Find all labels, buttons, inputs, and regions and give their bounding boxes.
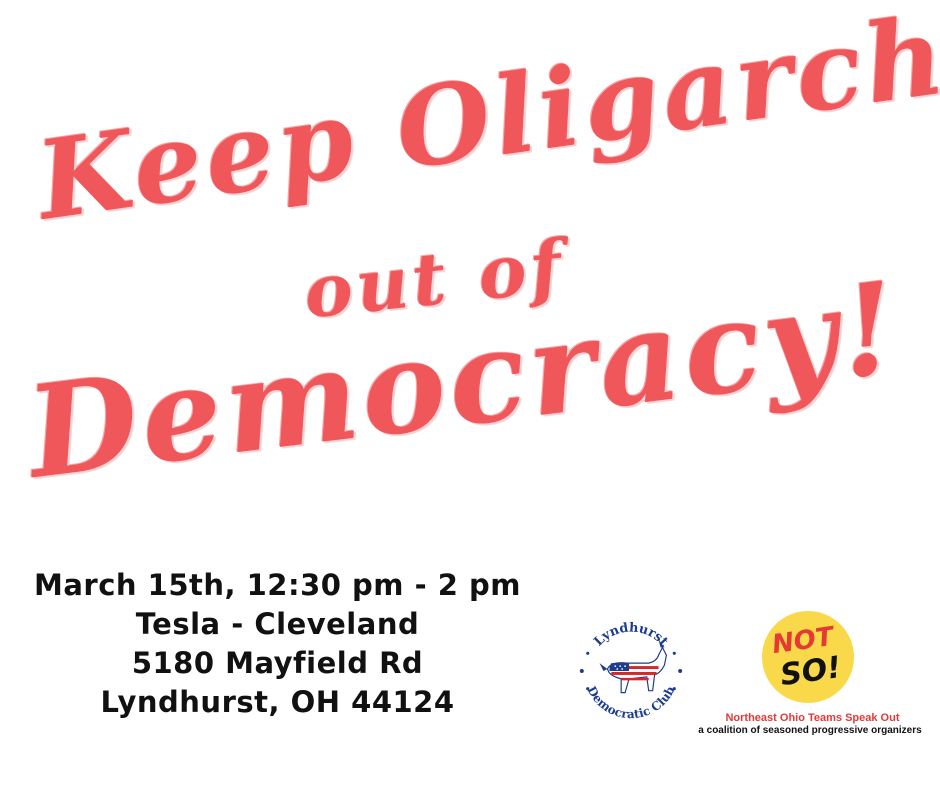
event-city: Lyndhurst, OH 44124 [100,685,455,719]
event-date-time: March 15th, 12:30 pm - 2 pm [33,568,521,602]
svg-text:Democratic Club: Democratic Club [584,684,677,721]
ldc-stars [579,651,683,691]
ldc-top-text: Lyndhurst [591,620,671,649]
svg-text:Lyndhurst: Lyndhurst [591,620,671,649]
event-venue: Tesla - Cleveland [135,607,420,641]
not-so-logo: NOT SO! [762,611,854,703]
donkey-icon [599,639,668,694]
event-street: 5180 Mayfield Rd [131,646,424,680]
org-tagline: a coalition of seasoned progressive orga… [698,725,922,736]
not-so-line2: SO! [778,650,843,693]
event-details: March 15th, 12:30 pm - 2 pm Tesla - Clev… [0,566,555,722]
lyndhurst-democratic-club-logo: Lyndhurst Democratic Club [579,620,683,721]
ldc-bottom-text: Democratic Club [584,684,677,721]
org-name: Northeast Ohio Teams Speak Out [725,712,900,724]
headline-line-keep-oligarchs: Keep Oligarchs [30,0,940,245]
not-so-circle [762,611,854,703]
